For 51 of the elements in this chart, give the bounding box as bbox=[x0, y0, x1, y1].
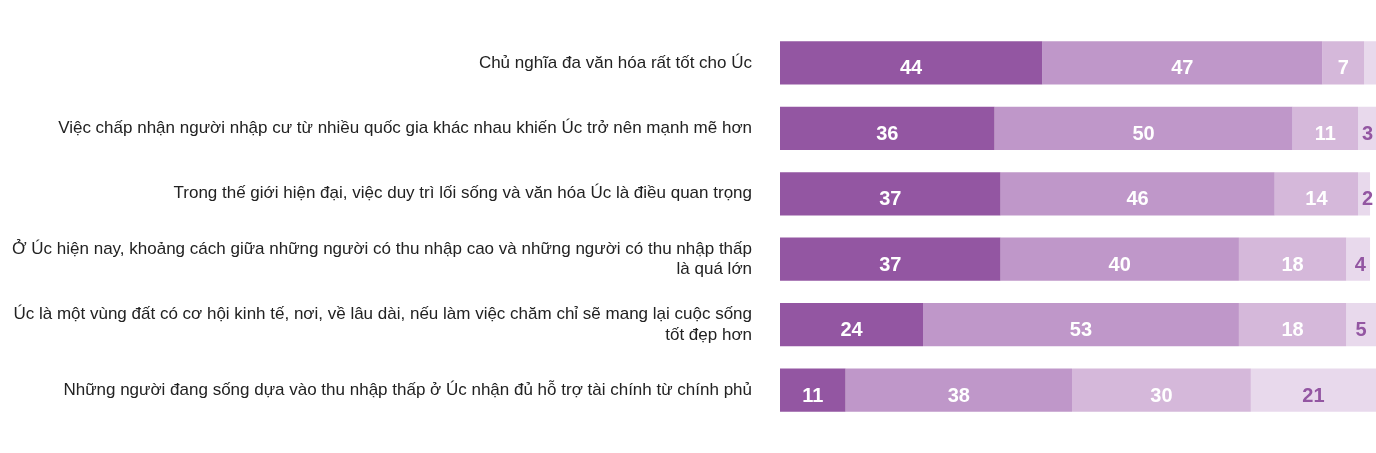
data-label: 4 bbox=[1354, 252, 1367, 275]
bar bbox=[1238, 303, 1347, 347]
data-label: 11 bbox=[802, 383, 824, 406]
bar bbox=[1322, 41, 1365, 85]
bar bbox=[845, 368, 1073, 412]
bar bbox=[1250, 368, 1376, 412]
bar bbox=[780, 172, 1001, 216]
bar bbox=[780, 41, 1043, 85]
bar bbox=[780, 106, 995, 150]
data-label: 37 bbox=[879, 252, 902, 275]
data-label: 53 bbox=[1069, 318, 1093, 341]
data-label: 7 bbox=[1337, 56, 1349, 79]
bar bbox=[780, 303, 924, 347]
y-tick-label: Trong thế giới hiện đại, việc duy trì lối sống và văn hóa Úc là điều quan trọng bbox=[173, 183, 752, 203]
bar bbox=[1364, 41, 1376, 85]
data-label: 5 bbox=[1355, 318, 1367, 341]
data-label: 3 bbox=[1361, 121, 1373, 144]
data-label: 18 bbox=[1281, 318, 1304, 341]
bar bbox=[1274, 172, 1359, 216]
data-label: 2 bbox=[1361, 187, 1373, 210]
data-label: 11 bbox=[1314, 121, 1336, 144]
bar bbox=[923, 303, 1239, 347]
y-tick-label: Chủ nghĩa đa văn hóa rất tốt cho Úc bbox=[478, 52, 753, 72]
data-label: 47 bbox=[1171, 56, 1194, 79]
data-label: 18 bbox=[1281, 252, 1304, 275]
data-label: 38 bbox=[947, 383, 970, 406]
bar bbox=[1346, 303, 1376, 347]
bar bbox=[1000, 237, 1239, 281]
data-label: 40 bbox=[1108, 252, 1131, 275]
bar bbox=[1346, 237, 1371, 281]
data-label: 50 bbox=[1132, 121, 1155, 144]
bar bbox=[780, 237, 1001, 281]
y-tick-label: Ở Úc hiện nay, khoảng cách giữa những người có thu nhập cao và những người có thu nhập thấp là quá lớn bbox=[12, 238, 752, 279]
bar bbox=[1042, 41, 1323, 85]
bar bbox=[780, 368, 846, 412]
data-label: 44 bbox=[899, 56, 924, 79]
data-label: 21 bbox=[1302, 383, 1325, 406]
data-label: 30 bbox=[1150, 383, 1173, 406]
y-tick-label: Những người đang sống dựa vào thu nhập thấp ở Úc nhận đủ hỗ trợ tài chính từ chính phủ bbox=[63, 379, 752, 399]
data-label: 37 bbox=[879, 187, 902, 210]
data-label: 24 bbox=[840, 318, 864, 341]
data-label: 46 bbox=[1126, 187, 1149, 210]
data-label: 36 bbox=[876, 121, 899, 144]
y-tick-label: Úc là một vùng đất có cơ hội kinh tế, nơi, về lâu dài, nếu làm việc chăm chỉ sẽ mang lại cuộc sống tốt đẹp hơn bbox=[13, 304, 752, 344]
bar bbox=[1292, 106, 1359, 150]
bar bbox=[1072, 368, 1251, 412]
y-tick-label: Việc chấp nhận người nhập cư từ nhiều quốc gia khác nhau khiến Úc trở nên mạnh mẽ hơn bbox=[58, 118, 752, 138]
bar bbox=[994, 106, 1293, 150]
bar bbox=[1000, 172, 1275, 216]
data-label: 14 bbox=[1305, 187, 1329, 210]
bar bbox=[1238, 237, 1347, 281]
